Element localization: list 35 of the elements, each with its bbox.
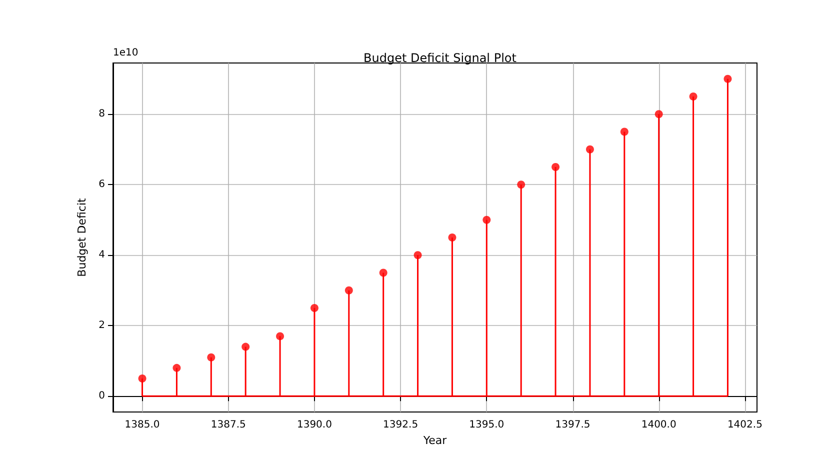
point <box>207 353 216 362</box>
y-tick-label: 4 <box>98 250 105 261</box>
y-tick-label: 0 <box>98 390 105 402</box>
x-tick-label: 1397.5 <box>555 420 590 430</box>
point <box>310 304 318 312</box>
point <box>414 251 422 260</box>
chart-title: Budget Deficit Signal Plot <box>364 51 517 65</box>
point <box>586 145 594 154</box>
point <box>482 216 491 224</box>
y-tick-label: 6 <box>98 179 105 190</box>
point <box>138 374 146 383</box>
text: 1e10 <box>113 48 138 58</box>
y-tick-label: 8 <box>98 108 105 120</box>
point <box>517 180 526 189</box>
point <box>654 110 663 118</box>
point <box>724 74 732 83</box>
point <box>172 364 181 372</box>
point <box>552 162 560 171</box>
x-tick-label: 1392.5 <box>383 420 418 430</box>
point <box>242 342 250 351</box>
point <box>689 92 698 100</box>
x-tick-label: 1402.5 <box>727 420 762 430</box>
y-tick-label: 2 <box>98 320 105 332</box>
x-tick-label: 1395.0 <box>469 420 504 430</box>
point <box>344 286 353 294</box>
x-tick-label: 1385.0 <box>124 420 160 430</box>
x-tick-label: 1390.0 <box>296 420 332 430</box>
point <box>448 234 456 242</box>
x-tick-label: 1387.5 <box>210 420 246 430</box>
point <box>620 128 628 136</box>
y-axis-title: Budget Deficit <box>76 198 89 277</box>
point <box>276 332 284 340</box>
x-tick-label: 1400.0 <box>641 420 676 430</box>
x-axis-title: Year <box>422 434 448 447</box>
point <box>379 268 388 277</box>
